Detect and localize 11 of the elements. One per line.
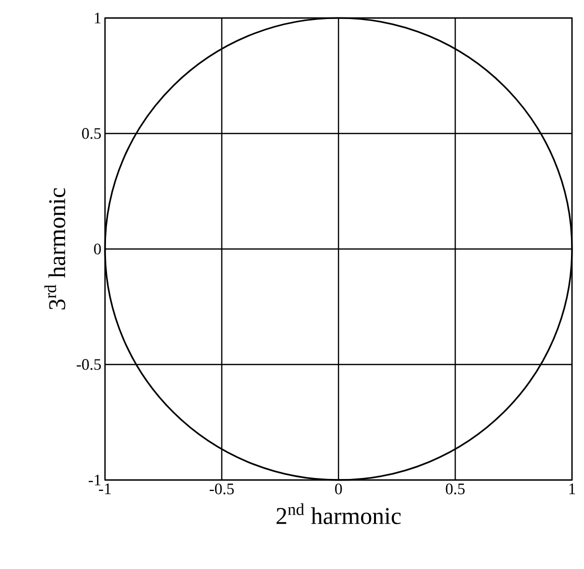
x-tick-label: 0 [335, 484, 342, 494]
x-tick-label: 0.5 [446, 484, 465, 494]
y-tick-label: 0.5 [82, 128, 101, 139]
y-tick-label: -0.5 [76, 359, 101, 370]
y-tick-label: 1 [94, 12, 101, 24]
x-tick-label: 1 [569, 484, 576, 494]
y-axis-title: 3$^{rd}$ harmonic [44, 188, 66, 310]
x-axis-title: 2$^{nd}$ harmonic [276, 503, 401, 524]
y-tick-label: 0 [94, 244, 101, 254]
x-tick-label: -0.5 [210, 484, 234, 494]
y-tick-label: -1 [88, 474, 101, 486]
